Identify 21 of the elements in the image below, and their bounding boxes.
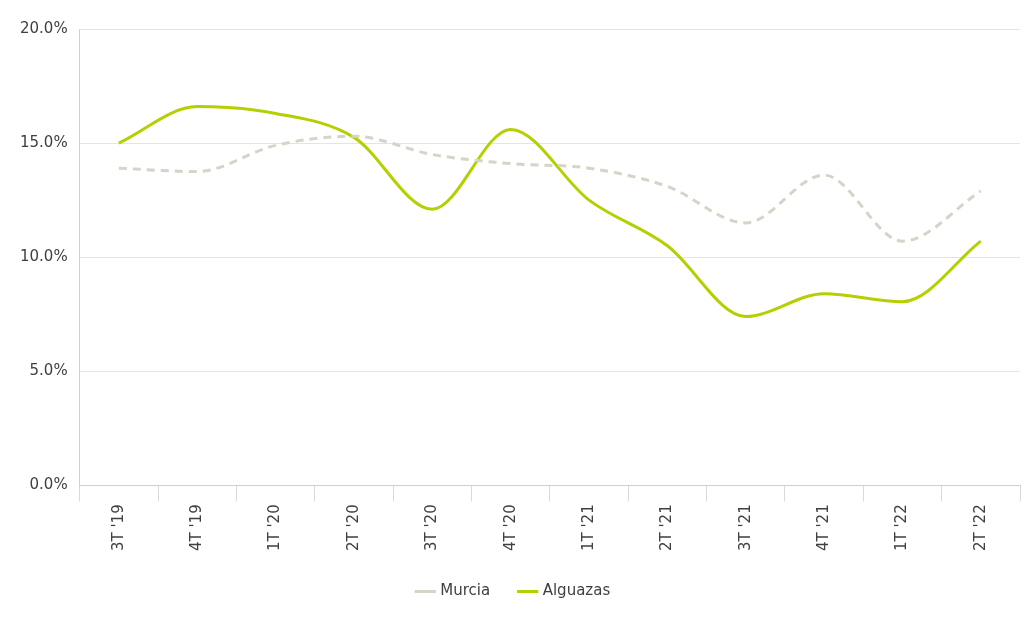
y-tick-label: 15.0% — [20, 132, 68, 151]
x-tick-label: 2T '21 — [657, 504, 676, 551]
x-tick-label: 3T '20 — [422, 504, 441, 551]
legend-label: Alguazas — [542, 581, 611, 600]
y-tick-label: 20.0% — [20, 18, 68, 37]
y-tick-label: 5.0% — [29, 361, 68, 380]
legend-label: Murcia — [440, 581, 491, 600]
x-tick-label: 4T '20 — [500, 504, 519, 551]
x-tick-label: 1T '21 — [578, 504, 597, 551]
x-tick-label: 4T '21 — [813, 504, 832, 551]
y-tick-label: 10.0% — [20, 247, 68, 266]
x-tick-label: 4T '19 — [187, 504, 206, 551]
x-tick-label: 3T '19 — [108, 504, 127, 551]
line-series — [117, 105, 983, 318]
x-tick-label: 2T '20 — [343, 504, 362, 551]
y-tick-label: 0.0% — [29, 475, 68, 494]
line-series — [117, 134, 983, 243]
x-tick-label: 1T '20 — [265, 504, 284, 551]
x-tick-label: 1T '22 — [892, 504, 911, 551]
x-tick-label: 3T '21 — [735, 504, 754, 551]
x-tick-label: 2T '22 — [970, 504, 989, 551]
